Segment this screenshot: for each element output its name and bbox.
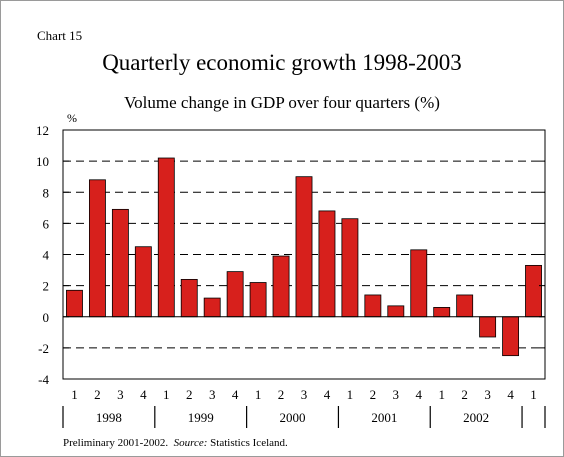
chart-footnote: Preliminary 2001-2002. Source: Statistic… [63,437,288,449]
quarter-label: 3 [117,387,124,402]
footnote-source-text: Statistics Iceland. [210,437,288,449]
bar [502,316,520,357]
bar [272,255,290,318]
quarter-label: 1 [71,387,78,402]
bar [88,179,106,318]
bar [134,246,152,318]
bar [456,294,474,318]
quarter-label: 2 [186,387,193,402]
year-label: 1999 [188,410,214,425]
bar [157,157,175,318]
footnote-prefix: Preliminary 2001-2002. [63,437,169,449]
bar [111,208,129,318]
year-label: 1998 [96,410,122,425]
year-label: 2001 [371,410,397,425]
quarter-label: 2 [278,387,285,402]
bar [66,289,83,318]
quarter-label: 2 [461,387,468,402]
quarter-label: 4 [232,387,239,402]
quarter-label: 1 [530,387,537,402]
y-tick-label: -4 [38,372,49,387]
y-tick-label: 6 [43,216,50,231]
bar [387,305,405,318]
quarter-label: 4 [507,387,514,402]
quarter-label: 1 [438,387,445,402]
y-tick-label: 0 [43,310,50,325]
bar [433,307,451,318]
chart-number-label: Chart 15 [37,28,83,43]
quarter-label: 3 [301,387,308,402]
chart-subtitle: Volume change in GDP over four quarters … [124,93,440,112]
bar [341,218,359,318]
quarter-label: 2 [370,387,377,402]
year-label: 2000 [280,410,306,425]
y-tick-label: 4 [43,248,50,263]
bar [318,210,336,318]
bar [203,297,221,318]
quarter-label: 3 [484,387,491,402]
bar [249,282,267,318]
quarter-label: 4 [140,387,147,402]
bar [479,316,497,338]
quarter-label: 4 [416,387,423,402]
y-axis-unit: % [67,111,77,125]
footnote-source-label: Source: [173,437,208,449]
quarter-label: 1 [255,387,262,402]
quarter-label: 3 [393,387,400,402]
quarter-label: 4 [324,387,331,402]
bar [226,271,244,318]
bar [295,176,313,318]
chart-title: Quarterly economic growth 1998-2003 [102,50,462,75]
bar [525,264,542,318]
y-tick-label: -2 [38,341,49,356]
y-tick-label: 10 [36,154,49,169]
y-tick-label: 2 [43,279,50,294]
bar [410,249,428,318]
bar [180,278,198,318]
quarter-label: 2 [94,387,101,402]
quarter-label: 1 [163,387,170,402]
quarter-label: 3 [209,387,216,402]
y-tick-label: 8 [43,185,50,200]
year-label: 2002 [463,410,489,425]
quarter-label: 1 [347,387,354,402]
y-tick-label: 12 [36,123,49,138]
bar [364,294,382,318]
